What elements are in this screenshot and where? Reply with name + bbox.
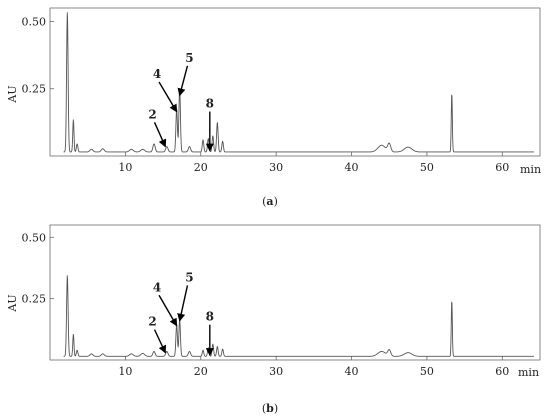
x-tick-label: 10 <box>118 161 132 174</box>
panel-b-x-ticks: 10 20 30 40 50 60 <box>118 356 509 378</box>
x-tick-label: 10 <box>118 365 132 378</box>
panel-a-y-axis-label: AU <box>6 85 19 103</box>
x-tick-label: 20 <box>194 161 208 174</box>
panel-b-x-axis-unit: min <box>518 366 539 379</box>
panel-a-y-ticks: 0.25 0.50 <box>22 15 54 96</box>
x-tick-label: 50 <box>420 161 434 174</box>
peak-4-arrow <box>158 81 178 113</box>
panel-b: AU min 0.25 0.50 10 20 30 40 50 60 4 5 2 8 <box>6 224 541 379</box>
peak-8-label: 8 <box>206 310 214 324</box>
y-tick-label: 0.50 <box>22 231 47 244</box>
x-tick-label: 60 <box>495 365 509 378</box>
peak-5-arrow <box>177 65 189 97</box>
peak-4-label: 4 <box>153 280 161 294</box>
y-tick-label: 0.50 <box>22 15 47 28</box>
panel-a-x-ticks: 10 20 30 40 50 60 <box>118 152 509 174</box>
panel-a-trace <box>63 12 535 153</box>
peak-5-label: 5 <box>185 51 193 65</box>
panel-a-annotations: 4 5 2 8 <box>148 51 214 152</box>
x-tick-label: 40 <box>345 365 359 378</box>
panel-b-caption: (b) <box>262 402 278 415</box>
peak-2-arrow <box>153 122 167 148</box>
panel-a: AU min 0.25 0.50 10 20 30 40 50 60 4 5 2 8 <box>6 7 541 176</box>
panel-b-annotations: 4 5 2 8 <box>148 270 214 357</box>
peak-2-label: 2 <box>148 315 156 329</box>
x-tick-label: 50 <box>420 365 434 378</box>
panel-a-x-axis-unit: min <box>520 163 541 176</box>
y-tick-label: 0.25 <box>22 293 47 306</box>
x-tick-label: 30 <box>269 365 283 378</box>
panel-a-caption: (a) <box>262 195 278 208</box>
x-tick-label: 40 <box>345 161 359 174</box>
peak-5-label: 5 <box>185 270 193 284</box>
peak-8-label: 8 <box>206 97 214 111</box>
panel-b-frame <box>49 224 541 361</box>
peak-2-label: 2 <box>148 107 156 121</box>
panel-b-trace <box>63 275 535 357</box>
peak-4-arrow <box>158 294 178 327</box>
peak-4-label: 4 <box>153 67 161 81</box>
x-tick-label: 60 <box>495 161 509 174</box>
peak-5-arrow <box>177 285 189 322</box>
y-tick-label: 0.25 <box>22 83 47 96</box>
x-tick-label: 20 <box>194 365 208 378</box>
panel-b-y-axis-label: AU <box>6 294 19 312</box>
x-tick-label: 30 <box>269 161 283 174</box>
panel-a-frame <box>49 7 541 157</box>
peak-2-arrow <box>153 329 166 354</box>
panel-b-y-ticks: 0.25 0.50 <box>22 231 54 306</box>
